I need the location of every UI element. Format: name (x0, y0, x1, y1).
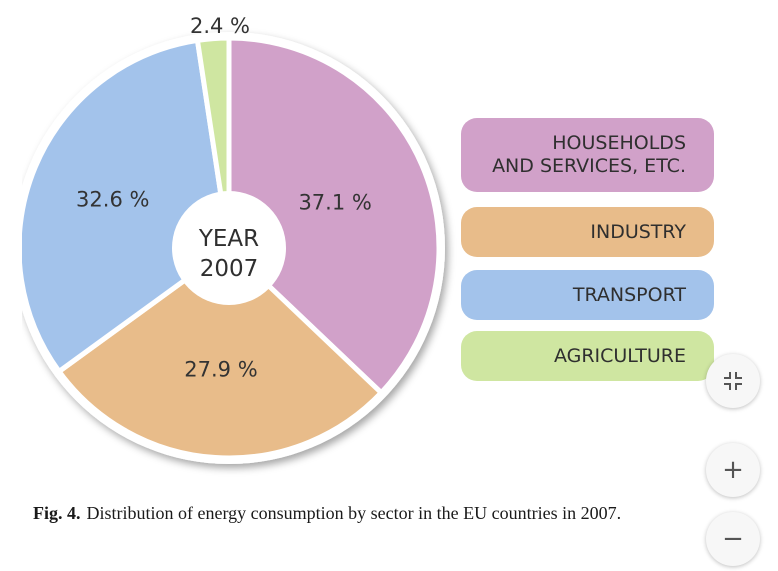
slice-label-3: 2.4 % (190, 14, 250, 38)
pie-slices (22, 35, 442, 461)
legend-label-0: HOUSEHOLDS AND SERVICES, ETC. (492, 132, 686, 177)
slice-label-1: 27.9 % (184, 358, 257, 382)
center-hole (172, 191, 286, 305)
center-label-value: 2007 (200, 256, 259, 282)
legend-item-2: TRANSPORT (461, 270, 714, 320)
caption-text: Distribution of energy consumption by se… (86, 503, 622, 523)
slice-labels: 37.1 % 27.9 % 32.6 % 2.4 % (76, 14, 372, 382)
legend-item-3: AGRICULTURE (461, 331, 714, 381)
caption-prefix: Fig. 4. (33, 503, 81, 523)
legend-item-0: HOUSEHOLDS AND SERVICES, ETC. (461, 118, 714, 192)
minus-icon: − (722, 524, 744, 554)
center-label-year: YEAR (198, 226, 259, 252)
figure-caption: Fig. 4. Distribution of energy consumptio… (33, 503, 621, 524)
collapse-button[interactable] (706, 354, 760, 408)
legend-label-1: INDUSTRY (590, 220, 686, 243)
collapse-icon (724, 372, 742, 390)
zoom-out-button[interactable]: − (706, 512, 760, 566)
slice-label-0: 37.1 % (298, 190, 371, 214)
slice-label-2: 32.6 % (76, 187, 149, 211)
pie-slice-2 (22, 37, 232, 374)
legend-item-1: INDUSTRY (461, 207, 714, 257)
pie-chart: YEAR 2007 37.1 % 27.9 % 32.6 % 2.4 % (22, 14, 445, 464)
plus-icon: + (722, 455, 744, 485)
pie-slice-1 (56, 245, 384, 461)
legend-label-2: TRANSPORT (572, 283, 686, 306)
pie-slice-0 (226, 35, 442, 396)
zoom-in-button[interactable]: + (706, 443, 760, 497)
legend-label-3: AGRICULTURE (553, 344, 686, 367)
